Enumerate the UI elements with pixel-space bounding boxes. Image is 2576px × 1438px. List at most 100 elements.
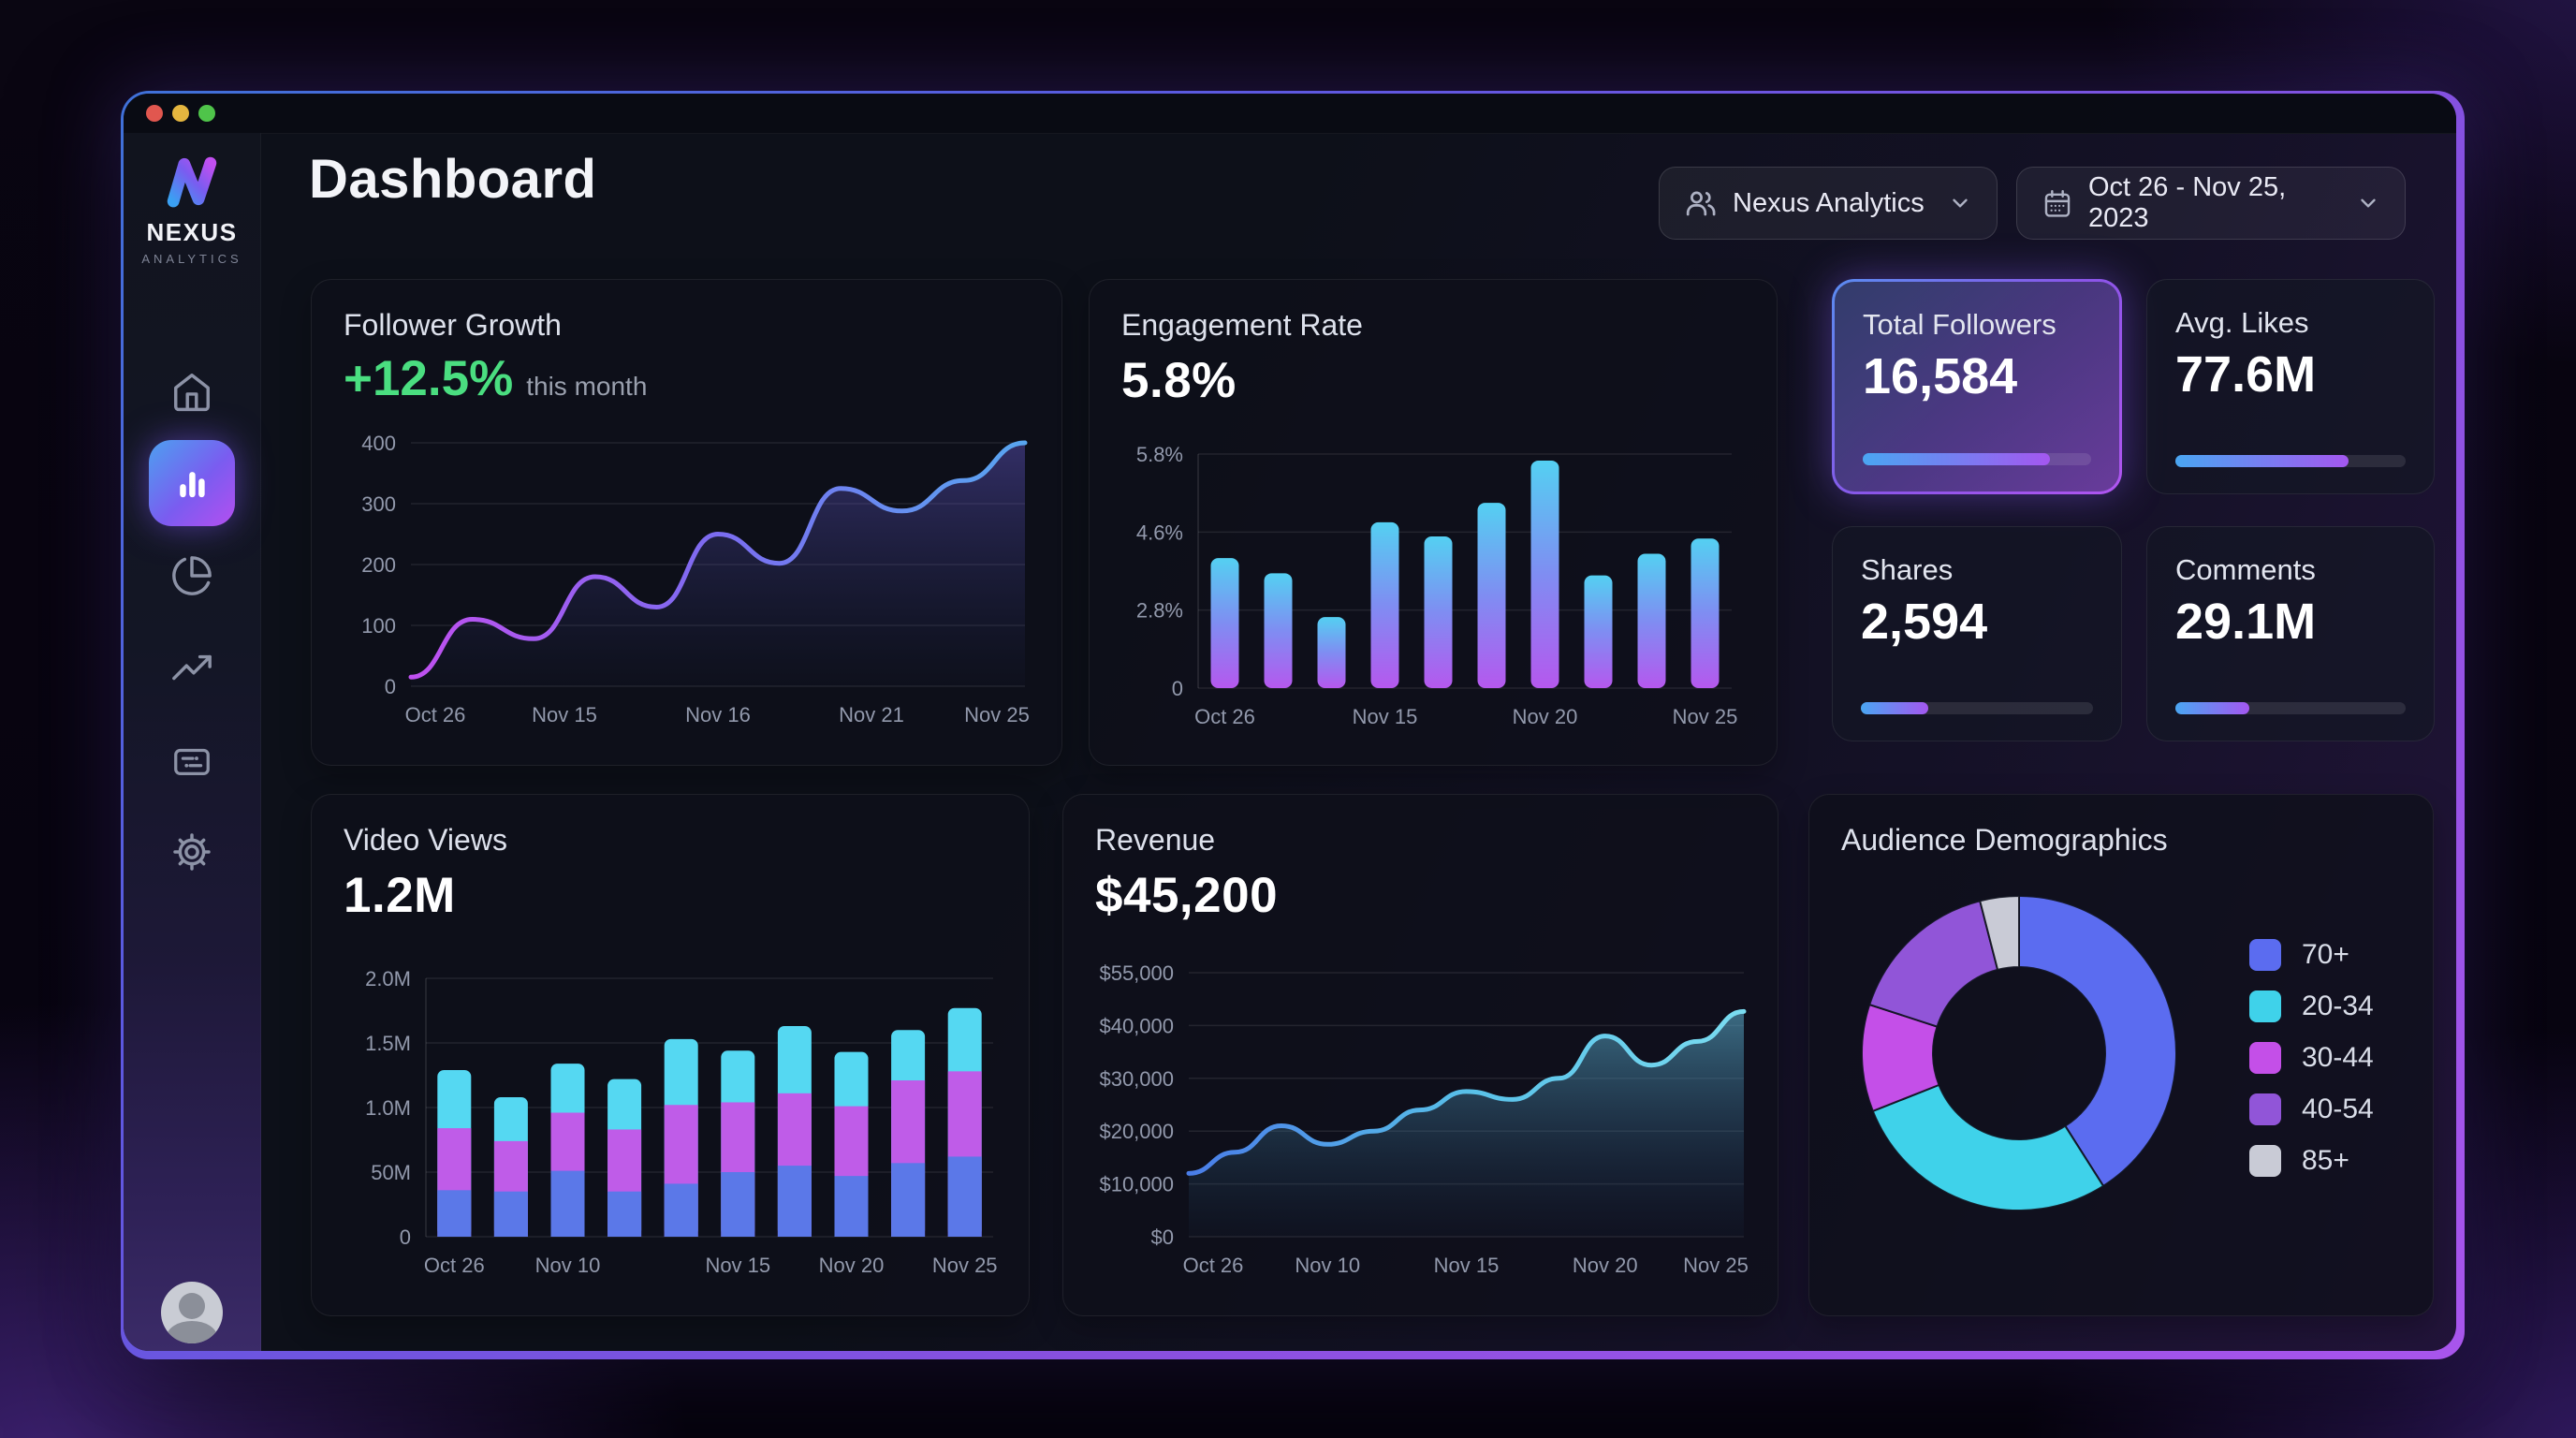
svg-text:1.5M: 1.5M xyxy=(365,1032,411,1055)
close-button[interactable] xyxy=(146,105,163,122)
sidebar-item-settings[interactable] xyxy=(170,830,213,873)
sidebar-item-reports[interactable] xyxy=(170,554,213,597)
legend-item: 40-54 xyxy=(2249,1093,2374,1125)
account-selector-label: Nexus Analytics xyxy=(1733,187,1925,218)
engagement-rate-chart: 0 2.8% 4.6% 5.8% Oct 26 Nov 15 Nov 20 Nov 25 xyxy=(1136,443,1738,728)
svg-text:0: 0 xyxy=(400,1225,411,1249)
svg-text:Nov 25: Nov 25 xyxy=(1673,705,1738,728)
legend-label: 30-44 xyxy=(2302,1042,2374,1073)
legend-swatch xyxy=(2249,990,2281,1022)
card-title: Revenue xyxy=(1095,823,1216,857)
legend-label: 20-34 xyxy=(2302,990,2374,1021)
sidebar-item-home[interactable] xyxy=(170,371,213,414)
legend-item: 70+ xyxy=(2249,939,2374,971)
svg-text:$10,000: $10,000 xyxy=(1099,1173,1174,1196)
growth-delta: +12.5% xyxy=(344,351,514,406)
avatar-head xyxy=(179,1293,205,1319)
card-title: Follower Growth xyxy=(344,308,562,342)
legend-swatch xyxy=(2249,1145,2281,1177)
follower-growth-chart: 0 100 200 300 400 Oct 26 Nov 15 Nov 16 Nov 21 Nov… xyxy=(361,432,1030,726)
svg-text:$55,000: $55,000 xyxy=(1099,961,1174,985)
transactions-icon xyxy=(174,748,210,776)
follower-growth-card: Follower Growth +12.5% this month 0 100 20… xyxy=(311,279,1062,766)
stat-label: Shares xyxy=(1861,553,1954,586)
svg-text:Nov 21: Nov 21 xyxy=(839,703,904,726)
svg-text:4.6%: 4.6% xyxy=(1136,521,1183,544)
window-titlebar xyxy=(124,94,2456,134)
users-icon xyxy=(1686,191,1716,216)
svg-text:0: 0 xyxy=(385,675,396,698)
legend-label: 85+ xyxy=(2302,1145,2349,1176)
legend-item: 30-44 xyxy=(2249,1042,2374,1074)
app-window: NEXUS ANALYTICS xyxy=(124,94,2456,1351)
stat-value: 2,594 xyxy=(1861,594,1988,650)
svg-text:$20,000: $20,000 xyxy=(1099,1120,1174,1143)
svg-text:5.8%: 5.8% xyxy=(1136,443,1183,466)
legend-item: 20-34 xyxy=(2249,990,2374,1022)
progress-track xyxy=(1863,453,2091,465)
user-avatar[interactable] xyxy=(161,1282,223,1343)
svg-text:0: 0 xyxy=(1172,677,1183,700)
account-selector[interactable]: Nexus Analytics xyxy=(1659,167,1998,240)
calendar-icon xyxy=(2044,190,2071,217)
zoom-button[interactable] xyxy=(198,105,215,122)
progress-track xyxy=(1861,702,2093,714)
revenue-chart: $0 $10,000 $20,000 $30,000 $40,000 $55,000 Oct… xyxy=(1099,961,1748,1277)
brand-name: NEXUS xyxy=(146,218,238,246)
engagement-value: 5.8% xyxy=(1121,353,1237,408)
sidebar-item-analytics-active[interactable] xyxy=(149,440,235,526)
svg-text:Nov 25: Nov 25 xyxy=(932,1254,998,1277)
svg-text:Nov 15: Nov 15 xyxy=(705,1254,770,1277)
svg-text:$0: $0 xyxy=(1151,1225,1174,1249)
demographics-donut-chart xyxy=(1861,894,2177,1211)
progress-fill xyxy=(1861,702,1928,714)
sidebar-item-trends[interactable] xyxy=(170,647,213,690)
legend-swatch xyxy=(2249,939,2281,971)
avg-likes-card: Avg. Likes 77.6M xyxy=(2146,279,2435,494)
progress-fill xyxy=(1863,453,2051,465)
date-range-label: Oct 26 - Nov 25, 2023 xyxy=(2088,172,2287,233)
avatar-shoulders xyxy=(167,1321,217,1343)
growth-caption: this month xyxy=(526,372,648,401)
svg-text:Nov 10: Nov 10 xyxy=(535,1254,601,1277)
svg-text:2.0M: 2.0M xyxy=(365,967,411,990)
progress-fill xyxy=(2175,702,2249,714)
date-range-picker[interactable]: Oct 26 - Nov 25, 2023 xyxy=(2016,167,2406,240)
svg-text:Nov 25: Nov 25 xyxy=(964,703,1030,726)
video-views-value: 1.2M xyxy=(344,868,456,923)
legend-label: 70+ xyxy=(2302,939,2349,970)
demographics-legend: 70+ 20-34 30-44 40-54 85+ xyxy=(2249,939,2374,1177)
card-title: Audience Demographics xyxy=(1841,823,2168,857)
stat-value: 16,584 xyxy=(1863,348,2018,404)
app-window-frame: NEXUS ANALYTICS xyxy=(121,91,2465,1359)
brand-subtitle: ANALYTICS xyxy=(141,252,242,266)
video-views-card: Video Views 1.2M 0 50M 1.0M 1.5M 2.0M Oct 26 N… xyxy=(311,794,1030,1316)
trending-up-icon xyxy=(172,654,212,681)
svg-text:Nov 20: Nov 20 xyxy=(1513,705,1578,728)
card-title: Engagement Rate xyxy=(1121,308,1363,342)
svg-text:Nov 15: Nov 15 xyxy=(1434,1254,1500,1277)
sidebar-item-transactions[interactable] xyxy=(170,739,213,782)
comments-card: Comments 29.1M xyxy=(2146,526,2435,741)
page-title: Dashboard xyxy=(309,149,597,210)
svg-text:Nov 15: Nov 15 xyxy=(532,703,597,726)
svg-text:Oct 26: Oct 26 xyxy=(405,703,466,726)
svg-text:400: 400 xyxy=(361,432,396,455)
svg-text:Oct 26: Oct 26 xyxy=(1194,705,1255,728)
nexus-n-logo-icon xyxy=(167,156,217,208)
svg-text:Nov 16: Nov 16 xyxy=(685,703,751,726)
minimize-button[interactable] xyxy=(172,105,189,122)
stat-value: 29.1M xyxy=(2175,594,2317,650)
svg-text:Oct 26: Oct 26 xyxy=(1183,1254,1244,1277)
pie-chart-icon xyxy=(172,556,212,595)
total-followers-card: Total Followers 16,584 xyxy=(1832,279,2122,494)
legend-swatch xyxy=(2249,1042,2281,1074)
shares-card: Shares 2,594 xyxy=(1832,526,2122,741)
sidebar: NEXUS ANALYTICS xyxy=(124,133,261,1351)
svg-text:200: 200 xyxy=(361,553,396,577)
engagement-rate-card: Engagement Rate 5.8% 0 2.8% 4.6% 5.8% Oct 26… xyxy=(1089,279,1778,766)
stat-label: Comments xyxy=(2175,553,2316,586)
svg-text:Nov 20: Nov 20 xyxy=(1573,1254,1638,1277)
progress-track xyxy=(2175,702,2406,714)
